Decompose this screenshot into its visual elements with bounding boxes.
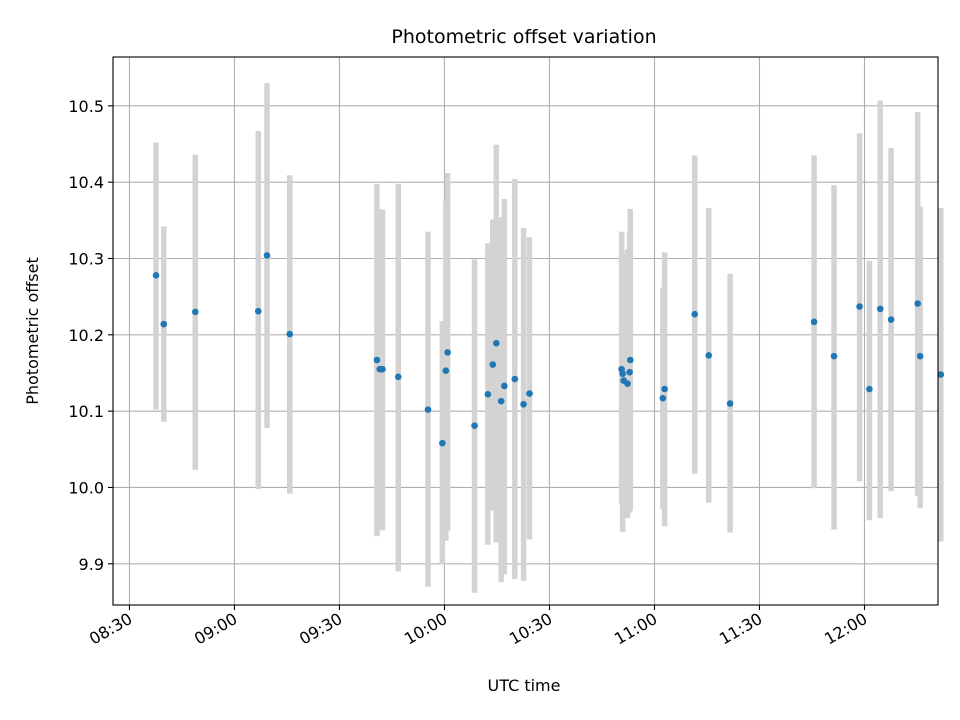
data-point (526, 390, 533, 397)
data-point (444, 349, 451, 356)
chart-title: Photometric offset variation (391, 26, 656, 48)
data-point (830, 352, 838, 360)
x-tick-label: 11:00 (611, 609, 660, 649)
data-point (442, 367, 450, 374)
data-point (619, 370, 626, 378)
x-tick-label: 10:00 (401, 609, 450, 649)
data-point (659, 394, 667, 402)
y-tick-label: 10.1 (68, 402, 104, 421)
data-point (661, 385, 668, 393)
data-point (439, 439, 446, 447)
y-tick-label: 10.3 (68, 249, 104, 268)
y-tick-label: 10.4 (68, 173, 104, 192)
data-point (394, 373, 402, 381)
x-axis: 08:30 09:00 09:30 10:00 10:30 11:00 11:30 12:00 (86, 605, 870, 649)
data-point (379, 365, 386, 373)
data-point (263, 252, 271, 259)
data-point (373, 356, 381, 364)
data-point (484, 391, 492, 398)
data-point (497, 397, 505, 405)
y-tick-label: 10.0 (68, 478, 104, 497)
data-point (866, 385, 873, 393)
data-point (856, 303, 863, 310)
data-point (626, 368, 633, 376)
data-point (152, 271, 160, 279)
error-bars (153, 82, 944, 593)
data-point (627, 356, 634, 364)
x-tick-label: 10:30 (506, 609, 555, 649)
data-point (286, 330, 294, 338)
data-point (489, 361, 497, 368)
data-point (914, 300, 921, 307)
x-tick-label: 11:30 (716, 609, 765, 649)
data-point (511, 375, 519, 383)
data-point (691, 310, 699, 318)
data-point (254, 307, 262, 315)
data-point (810, 318, 818, 326)
plot-frame (112, 56, 939, 606)
data-point (492, 339, 500, 347)
y-axis: 9.9 10.0 10.1 10.2 10.3 10.4 10.5 (68, 97, 113, 574)
data-point (937, 371, 945, 378)
x-tick-label: 09:30 (296, 609, 345, 649)
y-tick-label: 10.5 (68, 97, 104, 116)
y-tick-label: 10.2 (68, 326, 104, 345)
x-tick-label: 08:30 (86, 609, 135, 649)
data-point (887, 316, 895, 323)
data-point (624, 380, 631, 387)
data-point (726, 400, 734, 407)
x-tick-label: 12:00 (821, 609, 870, 649)
data-point (705, 352, 713, 359)
data-point (501, 382, 508, 390)
data-points (152, 252, 945, 447)
x-axis-label: UTC time (488, 676, 561, 695)
x-tick-label: 09:00 (191, 609, 240, 649)
y-axis-label: Photometric offset (23, 257, 42, 405)
data-point (520, 400, 527, 408)
data-point (191, 308, 199, 316)
data-point (160, 320, 168, 328)
data-point (424, 406, 432, 413)
data-point (471, 422, 478, 429)
y-tick-label: 9.9 (79, 555, 104, 574)
data-point (916, 352, 924, 360)
data-point (876, 305, 884, 313)
